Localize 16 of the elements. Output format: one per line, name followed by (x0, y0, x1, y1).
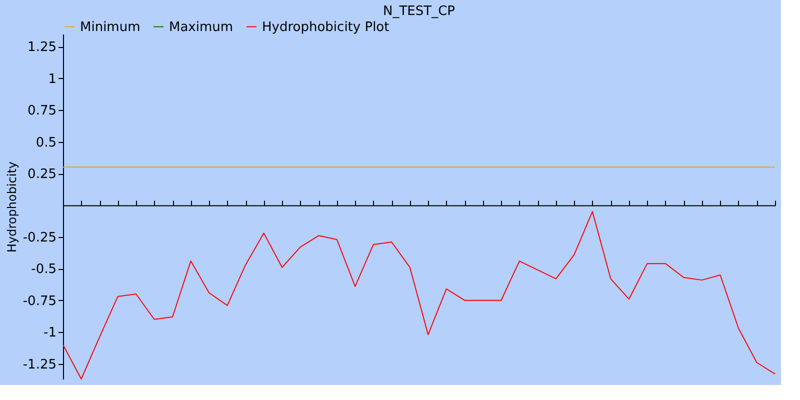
y-tick-label: 0.5 (36, 135, 56, 150)
legend-label: Minimum (80, 20, 140, 35)
y-tick-label: -1.25 (22, 357, 56, 372)
chart-title: N_TEST_CP (383, 4, 456, 19)
y-tick-label: 0.75 (28, 104, 56, 119)
legend-label: Maximum (169, 20, 234, 35)
y-tick-label: -0.5 (31, 262, 56, 278)
line-series (62, 211, 776, 380)
y-tick-label: 1.25 (28, 40, 56, 56)
legend-label: Hydrophobicity Plot (262, 20, 390, 35)
y-tick-label: -0.25 (22, 230, 56, 246)
y-tick-label: -1 (44, 326, 56, 341)
y-tick-label: 0.25 (28, 167, 56, 182)
y-tick-label: -0.75 (22, 294, 56, 309)
y-axis-title: Hydrophobicity (4, 161, 19, 253)
y-tick-label: 1 (48, 72, 56, 87)
